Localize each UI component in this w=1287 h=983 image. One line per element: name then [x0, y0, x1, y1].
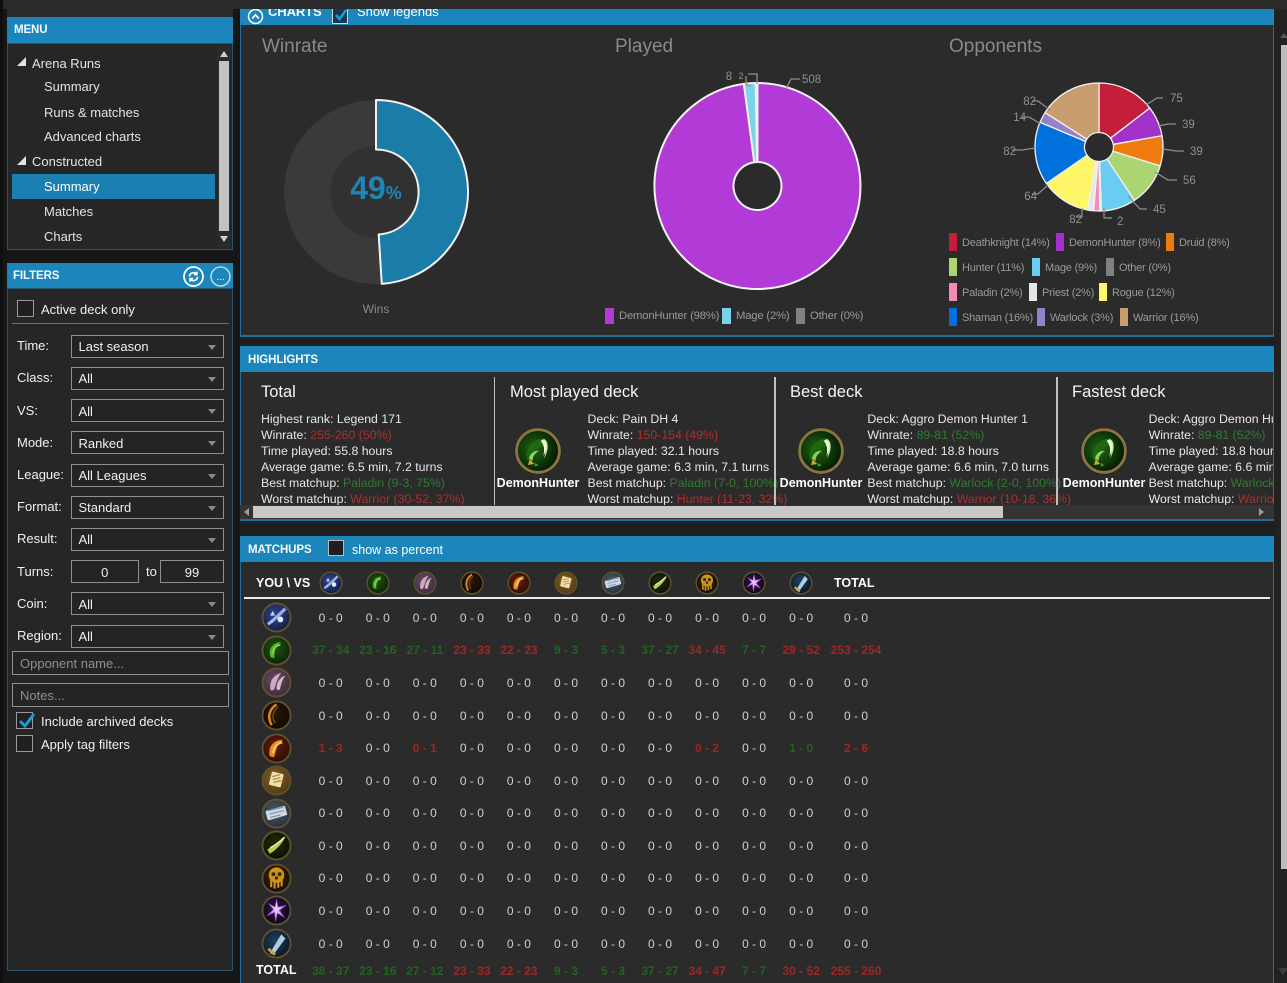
svg-text:39: 39	[1190, 146, 1203, 158]
svg-text:508: 508	[802, 74, 821, 86]
svg-text:39: 39	[1182, 119, 1195, 131]
svg-text:14: 14	[1013, 112, 1026, 124]
svg-text:2: 2	[738, 71, 743, 82]
svg-text:75: 75	[1170, 93, 1183, 105]
svg-text:82: 82	[1069, 214, 1082, 226]
svg-text:82: 82	[1023, 96, 1036, 108]
svg-text:2: 2	[1117, 216, 1123, 228]
svg-text:64: 64	[1024, 191, 1037, 203]
svg-text:...: ...	[216, 272, 224, 283]
svg-text:45: 45	[1153, 204, 1166, 216]
svg-text:56: 56	[1183, 175, 1196, 187]
svg-text:8: 8	[726, 71, 732, 83]
svg-text:82: 82	[1003, 146, 1016, 158]
